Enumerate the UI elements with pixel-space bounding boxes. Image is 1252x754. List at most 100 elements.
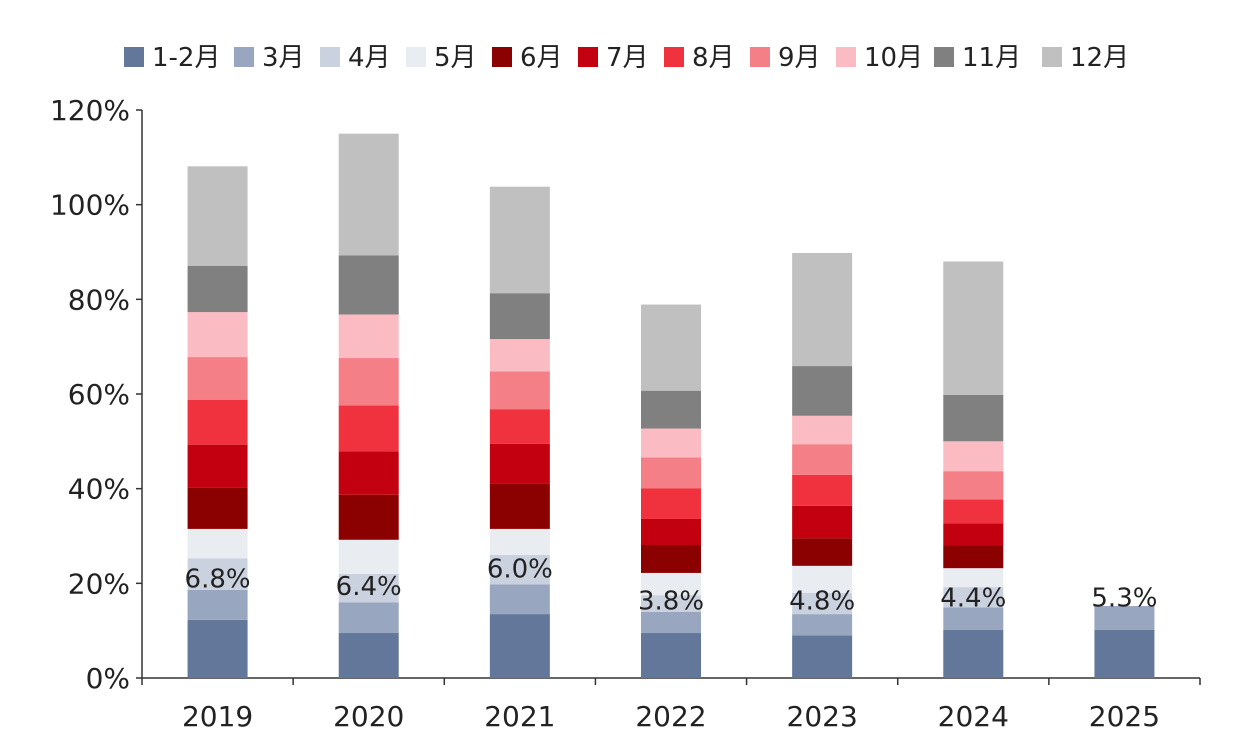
bar-segment <box>489 293 550 340</box>
legend-label: 12月 <box>1070 43 1129 73</box>
bar-segment <box>792 415 853 445</box>
bar-segment <box>792 366 853 416</box>
legend-swatch <box>934 47 954 67</box>
y-tick-label: 100% <box>50 189 130 222</box>
bar-segment <box>641 390 701 429</box>
legend-swatch <box>492 47 512 67</box>
bar-segment <box>943 523 1004 546</box>
bar-segment <box>792 635 853 678</box>
bar-segment <box>187 265 248 313</box>
bar-segment <box>489 371 550 410</box>
bar-segment <box>1094 629 1155 678</box>
data-label: 6.4% <box>336 572 402 602</box>
bar-segment <box>489 443 550 484</box>
bar-segment <box>792 505 853 539</box>
y-tick-label: 80% <box>68 283 130 316</box>
bar-segment <box>338 405 399 452</box>
bar-segment <box>641 518 701 545</box>
bar-segment <box>338 539 399 574</box>
bar-segment <box>338 573 399 603</box>
legend-swatch <box>664 47 684 67</box>
legend-swatch <box>124 47 144 67</box>
x-tick-label: 2024 <box>938 700 1009 733</box>
bar-segment <box>338 133 399 256</box>
bar-segment <box>943 394 1004 442</box>
bar-segment <box>792 252 853 367</box>
legend-swatch <box>406 47 426 67</box>
bar-segment <box>489 554 550 585</box>
legend-swatch <box>234 47 254 67</box>
bar-segment <box>1094 606 1155 630</box>
y-tick-label: 20% <box>68 567 130 600</box>
bar-segment <box>187 399 248 445</box>
y-tick-label: 60% <box>68 378 130 411</box>
bar-segment <box>187 487 248 529</box>
bar-segment <box>943 441 1004 472</box>
bar-segment <box>641 572 701 596</box>
x-tick-label: 2021 <box>484 700 555 733</box>
bar-segment <box>943 587 1004 608</box>
legend-label: 4月 <box>348 43 391 73</box>
data-label: 6.8% <box>185 565 251 595</box>
bar-segment <box>641 544 701 573</box>
bar-segment <box>187 558 248 590</box>
bar-segment <box>792 565 853 593</box>
x-tick-label: 2019 <box>182 700 253 733</box>
legend-label: 1-2月 <box>152 43 220 73</box>
bar-segment <box>187 357 248 400</box>
x-tick-label: 2020 <box>333 700 404 733</box>
bar-segment <box>641 633 701 678</box>
bar-segment <box>187 444 248 488</box>
bar-segment <box>792 592 853 615</box>
legend-swatch <box>578 47 598 67</box>
bar-segment <box>943 607 1004 630</box>
data-label: 4.8% <box>789 586 855 616</box>
bar-segment <box>338 494 399 540</box>
data-label: 5.3% <box>1091 584 1157 614</box>
bar-segment <box>489 528 550 555</box>
y-tick-label: 40% <box>68 473 130 506</box>
bar-segment <box>489 483 550 529</box>
legend-swatch <box>1042 47 1062 67</box>
bar-segment <box>641 428 701 458</box>
bar-segment <box>792 444 853 475</box>
bar-segment <box>641 595 701 612</box>
y-tick-label: 0% <box>86 662 130 695</box>
legend-swatch <box>750 47 770 67</box>
bar-segment <box>943 261 1004 395</box>
bar-segment <box>641 457 701 489</box>
bar-segment <box>489 409 550 444</box>
legend-label: 10月 <box>864 43 923 73</box>
data-label: 3.8% <box>638 586 704 616</box>
bar-segment <box>792 614 853 636</box>
bar-segment <box>187 589 248 620</box>
x-tick-label: 2025 <box>1089 700 1160 733</box>
legend-label: 3月 <box>262 43 305 73</box>
legend-swatch <box>836 47 856 67</box>
bar-segment <box>338 314 399 359</box>
legend-label: 5月 <box>434 43 477 73</box>
bar-segment <box>489 614 550 678</box>
bar-segment <box>943 629 1004 678</box>
x-tick-label: 2022 <box>635 700 706 733</box>
legend-label: 11月 <box>962 43 1021 73</box>
bar-segment <box>489 339 550 372</box>
bar-segment <box>489 186 550 294</box>
legend-label: 8月 <box>692 43 735 73</box>
x-tick-label: 2023 <box>787 700 858 733</box>
bar-segment <box>187 166 248 266</box>
legend-label: 6月 <box>520 43 563 73</box>
bar-segment <box>338 451 399 495</box>
bar-segment <box>338 255 399 315</box>
bar-segment <box>338 358 399 406</box>
bar-segment <box>792 538 853 566</box>
bar-segment <box>338 633 399 678</box>
legend-label: 9月 <box>778 43 821 73</box>
data-label: 6.0% <box>487 555 553 585</box>
bar-segment <box>489 584 550 615</box>
bar-segment <box>943 568 1004 588</box>
legend-swatch <box>320 47 340 67</box>
bar-segment <box>187 528 248 559</box>
bar-segment <box>943 545 1004 569</box>
